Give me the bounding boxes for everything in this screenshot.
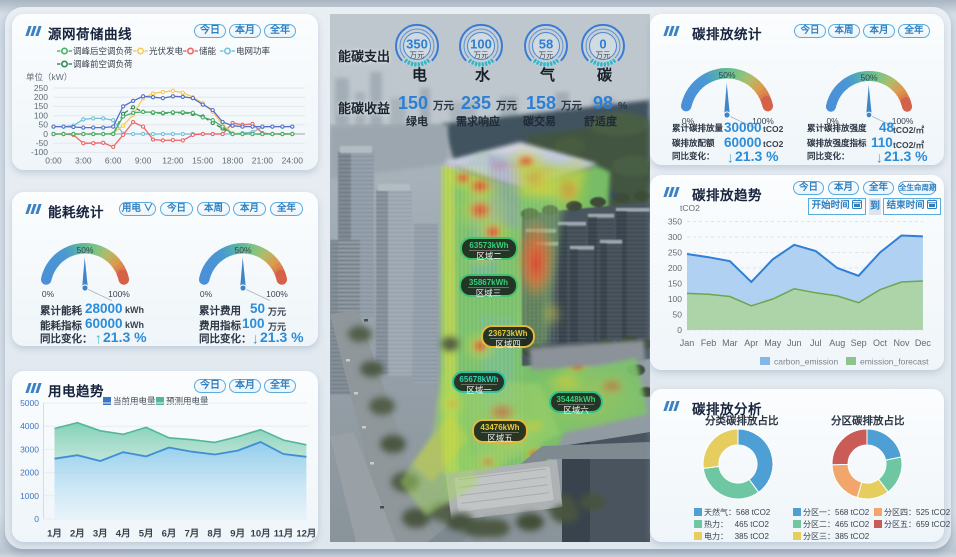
svg-text:58: 58	[539, 37, 553, 52]
svg-text:2月: 2月	[70, 529, 85, 540]
svg-text:100%: 100%	[892, 116, 914, 126]
svg-text:24:00: 24:00	[282, 156, 304, 166]
svg-text:100: 100	[34, 110, 48, 120]
svg-text:0%: 0%	[826, 116, 839, 126]
svg-text:50%: 50%	[860, 73, 877, 83]
svg-text:0%: 0%	[42, 289, 55, 299]
svg-text:万元: 万元	[539, 51, 554, 60]
svg-text:200: 200	[34, 92, 48, 102]
svg-text:Sep: Sep	[851, 338, 867, 348]
svg-text:Jun: Jun	[787, 338, 802, 348]
svg-text:50: 50	[673, 310, 683, 320]
svg-text:12月: 12月	[296, 529, 316, 540]
svg-text:10月: 10月	[251, 529, 271, 540]
svg-text:8月: 8月	[207, 529, 222, 540]
svg-text:0: 0	[43, 129, 48, 139]
svg-text:2000: 2000	[20, 468, 39, 478]
svg-text:0%: 0%	[200, 289, 213, 299]
svg-text:1000: 1000	[20, 491, 39, 501]
svg-text:200: 200	[668, 263, 682, 273]
svg-text:万元: 万元	[596, 51, 611, 60]
svg-text:5月: 5月	[139, 529, 154, 540]
svg-text:Oct: Oct	[873, 338, 888, 348]
svg-text:Jan: Jan	[680, 338, 695, 348]
svg-text:0: 0	[599, 37, 606, 52]
svg-text:18:00: 18:00	[222, 156, 244, 166]
svg-text:tCO2: tCO2	[680, 203, 700, 213]
svg-text:May: May	[764, 338, 782, 348]
svg-text:Feb: Feb	[701, 338, 717, 348]
svg-text:Dec: Dec	[915, 338, 932, 348]
svg-text:3000: 3000	[20, 444, 39, 454]
svg-text:9:00: 9:00	[135, 156, 152, 166]
svg-text:6月: 6月	[162, 529, 177, 540]
svg-text:4月: 4月	[116, 529, 131, 540]
svg-text:300: 300	[668, 232, 682, 242]
svg-text:9月: 9月	[230, 529, 245, 540]
svg-text:Mar: Mar	[722, 338, 738, 348]
svg-text:6:00: 6:00	[105, 156, 122, 166]
svg-text:100%: 100%	[266, 289, 288, 299]
svg-text:7月: 7月	[185, 529, 200, 540]
svg-text:-100: -100	[31, 147, 48, 157]
svg-text:100: 100	[470, 37, 492, 52]
svg-text:100%: 100%	[108, 289, 130, 299]
svg-text:50: 50	[39, 120, 49, 130]
svg-text:1月: 1月	[47, 529, 62, 540]
svg-text:15:00: 15:00	[192, 156, 214, 166]
svg-text:carbon_emission: carbon_emission	[774, 357, 839, 367]
svg-text:-50: -50	[36, 138, 49, 148]
svg-text:12:00: 12:00	[162, 156, 184, 166]
svg-text:0: 0	[34, 514, 39, 524]
svg-text:万元: 万元	[474, 51, 489, 60]
svg-text:Aug: Aug	[829, 338, 845, 348]
svg-text:50%: 50%	[234, 245, 251, 255]
svg-text:100%: 100%	[752, 116, 774, 126]
svg-text:0%: 0%	[682, 116, 695, 126]
svg-text:4000: 4000	[20, 421, 39, 431]
svg-text:emission_forecast: emission_forecast	[860, 357, 929, 367]
svg-text:150: 150	[34, 101, 48, 111]
svg-text:Jul: Jul	[810, 338, 822, 348]
svg-text:Apr: Apr	[744, 338, 758, 348]
svg-text:100: 100	[668, 294, 682, 304]
svg-text:0: 0	[677, 325, 682, 335]
svg-text:50%: 50%	[76, 245, 93, 255]
svg-text:3:00: 3:00	[75, 156, 92, 166]
svg-text:21:00: 21:00	[252, 156, 274, 166]
svg-text:150: 150	[668, 279, 682, 289]
svg-text:50%: 50%	[718, 70, 735, 80]
svg-text:Nov: Nov	[893, 338, 910, 348]
svg-text:250: 250	[668, 248, 682, 258]
svg-text:350: 350	[406, 37, 428, 52]
svg-text:万元: 万元	[410, 51, 425, 60]
svg-text:0:00: 0:00	[45, 156, 62, 166]
svg-text:250: 250	[34, 83, 48, 93]
svg-text:5000: 5000	[20, 398, 39, 408]
svg-text:350: 350	[668, 217, 682, 227]
svg-text:3月: 3月	[93, 529, 108, 540]
svg-text:11月: 11月	[274, 529, 294, 540]
